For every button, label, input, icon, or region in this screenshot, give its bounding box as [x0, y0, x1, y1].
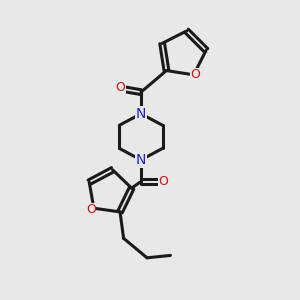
Text: O: O: [158, 175, 168, 188]
Text: O: O: [86, 203, 96, 216]
Text: O: O: [190, 68, 200, 81]
Text: N: N: [136, 153, 146, 167]
Text: N: N: [136, 107, 146, 121]
Text: O: O: [115, 81, 125, 94]
